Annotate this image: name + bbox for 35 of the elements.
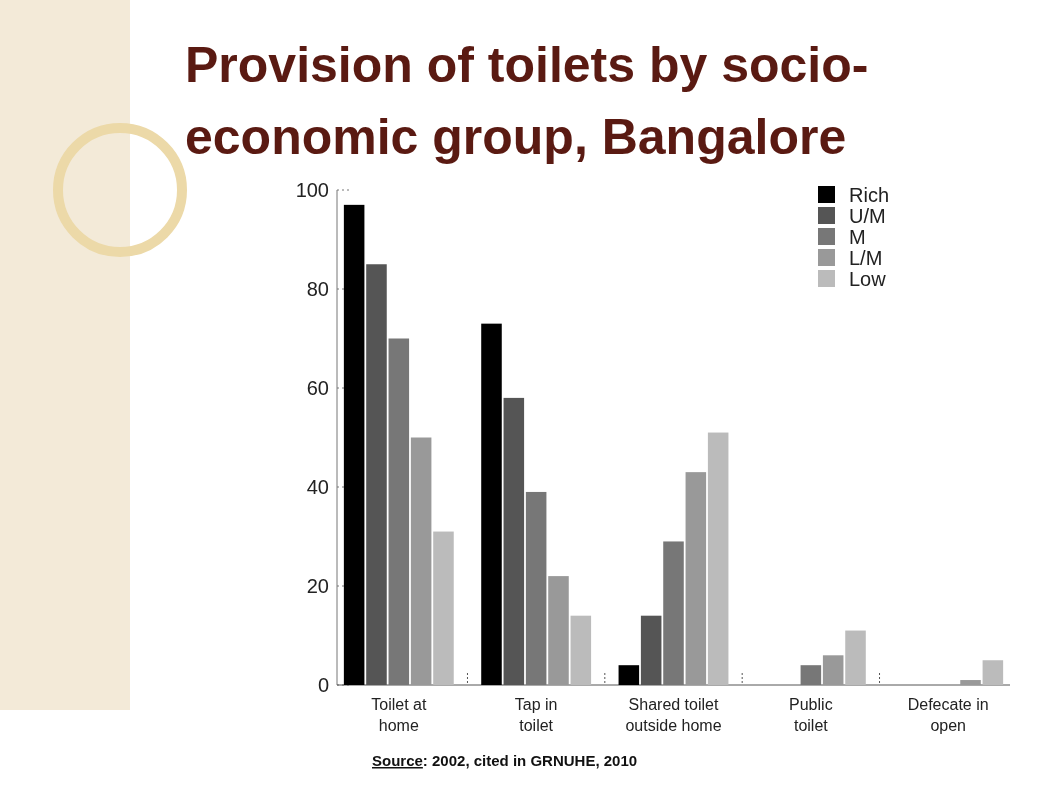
bar — [822, 655, 844, 685]
source-note: Source: 2002, cited in GRNUHE, 2010 — [372, 752, 638, 769]
bar — [982, 660, 1004, 685]
legend-label: Low — [849, 268, 887, 290]
y-tick-label: 20 — [306, 575, 329, 597]
legend-label: Rich — [849, 184, 890, 206]
x-tick-label: Public toilet — [789, 696, 833, 734]
bar — [570, 615, 592, 685]
bar — [525, 491, 547, 685]
bar — [481, 323, 502, 685]
bar — [685, 472, 707, 685]
bar — [433, 531, 454, 685]
legend-label: M — [849, 226, 866, 248]
y-tick-label: 0 — [317, 674, 329, 696]
bar — [707, 432, 729, 685]
bar — [800, 665, 822, 685]
x-tick-label: Toilet at home — [371, 696, 427, 734]
chart-title: Provision of toilets by socio-economic group, Bangalore — [185, 37, 869, 165]
bar — [618, 665, 640, 685]
y-tick-label: 100 — [295, 179, 329, 201]
y-tick-label: 40 — [306, 476, 329, 498]
bar — [663, 541, 684, 685]
x-tick-label: Tap in toilet — [514, 696, 558, 734]
x-tick-label: Defecate in open — [907, 696, 989, 734]
bar — [960, 680, 981, 685]
legend-label: L/M — [849, 247, 883, 269]
bar — [410, 437, 432, 685]
bar — [343, 204, 365, 685]
bar — [845, 630, 866, 685]
bar — [548, 576, 569, 685]
y-tick-label: 60 — [306, 377, 329, 399]
y-tick-label: 80 — [306, 278, 329, 300]
legend-label: U/M — [849, 205, 886, 227]
x-tick-label: Shared toilet outside home — [625, 696, 722, 734]
bar — [388, 338, 410, 685]
